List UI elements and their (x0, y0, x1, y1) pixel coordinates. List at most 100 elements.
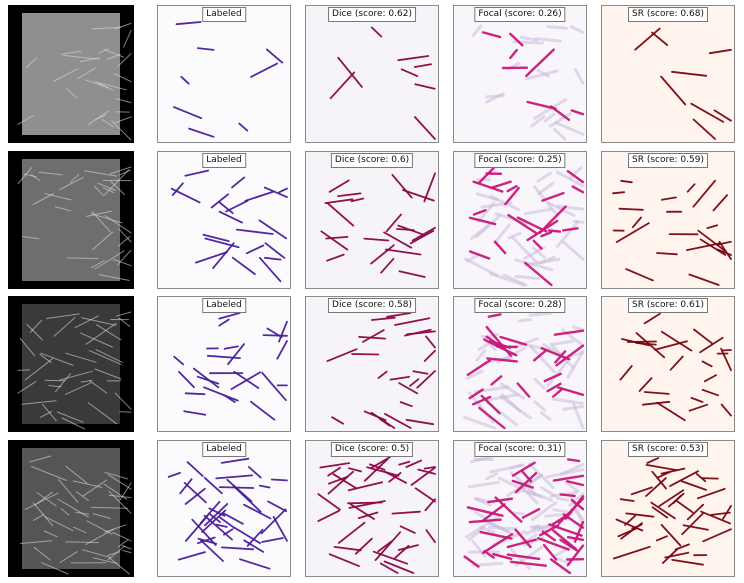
streak-mark (552, 508, 568, 514)
streak-mark (674, 543, 690, 551)
streak-mark (523, 533, 538, 544)
streak-mark (107, 551, 120, 556)
streak-mark (115, 98, 132, 104)
streak-mark (524, 261, 553, 287)
streak-mark (40, 562, 69, 575)
streak-mark (59, 176, 84, 191)
streak-mark (38, 171, 63, 176)
streak-mark (487, 520, 516, 537)
streak-mark (24, 358, 53, 381)
streak-mark (220, 457, 250, 464)
streak-mark (570, 109, 585, 116)
streak-mark (530, 115, 546, 128)
streak-mark (107, 474, 132, 490)
streak-mark (490, 375, 503, 386)
streak-mark (85, 322, 117, 345)
streak-mark (92, 231, 114, 251)
streak-mark (92, 557, 117, 564)
streak-mark (317, 509, 340, 522)
panel-background (454, 6, 586, 142)
labeled-title-row-3: Labeled (202, 298, 246, 313)
streak-mark (645, 463, 679, 472)
streak-mark (634, 27, 661, 51)
streak-mark (506, 185, 518, 193)
streak-mark (468, 388, 484, 400)
streak-mark (555, 344, 585, 367)
streak-mark (24, 492, 59, 510)
streak-mark (73, 526, 87, 534)
streak-mark (86, 520, 113, 535)
streak-mark (250, 62, 278, 78)
streak-mark (516, 382, 531, 398)
streak-mark (21, 400, 57, 405)
streak-mark (337, 192, 362, 197)
streak-mark (32, 193, 55, 205)
streak-mark (651, 470, 667, 490)
streak-mark (690, 102, 725, 123)
streak-mark (514, 274, 540, 280)
streak-mark (655, 535, 668, 542)
panel-background (158, 6, 290, 142)
photo-content (22, 304, 120, 424)
streak-mark (615, 222, 650, 243)
dice-title-row-3: Dice (score: 0.58) (328, 298, 416, 313)
streak-mark (573, 520, 585, 543)
streak-mark (385, 248, 422, 256)
streak-mark (514, 472, 538, 494)
streak-mark (681, 512, 705, 536)
streak-mark (493, 240, 507, 255)
focal-title-row-3: Focal (score: 0.28) (474, 298, 566, 313)
streak-mark (686, 503, 704, 521)
streak-mark (370, 411, 396, 429)
streak-mark (409, 229, 435, 245)
streak-mark (22, 236, 40, 240)
streak-mark (487, 313, 502, 318)
streak-mark (671, 70, 708, 77)
streak-mark (265, 48, 284, 64)
dice-title-row-1: Dice (score: 0.62) (328, 7, 416, 22)
streak-mark (113, 72, 132, 83)
streak-mark (518, 318, 532, 323)
panel-graphic (158, 6, 290, 142)
streak-mark (76, 491, 90, 502)
streak-mark (221, 546, 255, 551)
panel-graphic (602, 441, 734, 576)
streak-mark (519, 35, 539, 42)
streak-mark (612, 191, 626, 195)
streak-mark (721, 349, 732, 352)
streak-mark (688, 273, 720, 286)
streak-mark (713, 109, 732, 122)
streak-mark (531, 501, 558, 521)
streak-mark (466, 506, 504, 517)
streak-mark (696, 488, 726, 500)
streak-mark (276, 340, 288, 360)
streak-mark (114, 392, 132, 410)
focal-title-row-2: Focal (score: 0.25) (474, 153, 566, 168)
streak-mark (278, 187, 288, 194)
streak-mark (108, 557, 130, 575)
streak-mark (413, 63, 432, 68)
streak-mark (552, 474, 585, 482)
streak-mark (511, 479, 535, 489)
streak-mark (235, 228, 274, 235)
streak-mark (117, 53, 132, 68)
streak-mark (17, 381, 37, 394)
streak-mark (709, 48, 732, 55)
streak-mark (534, 37, 562, 43)
streak-mark (470, 223, 491, 241)
streak-mark (658, 489, 685, 507)
streak-mark (474, 511, 487, 520)
streak-mark (104, 215, 132, 234)
streak-mark (463, 415, 497, 430)
streak-mark (397, 224, 425, 236)
sr-title-row-1: SR (score: 0.68) (628, 7, 708, 22)
streak-mark (72, 480, 103, 488)
streak-mark (470, 455, 493, 464)
streak-mark (619, 498, 635, 502)
panel-graphic (8, 296, 134, 432)
streak-mark (184, 169, 209, 177)
streak-mark (90, 213, 123, 224)
streak-mark (573, 68, 585, 85)
streak-mark (233, 526, 261, 545)
panel-graphic (306, 297, 438, 431)
